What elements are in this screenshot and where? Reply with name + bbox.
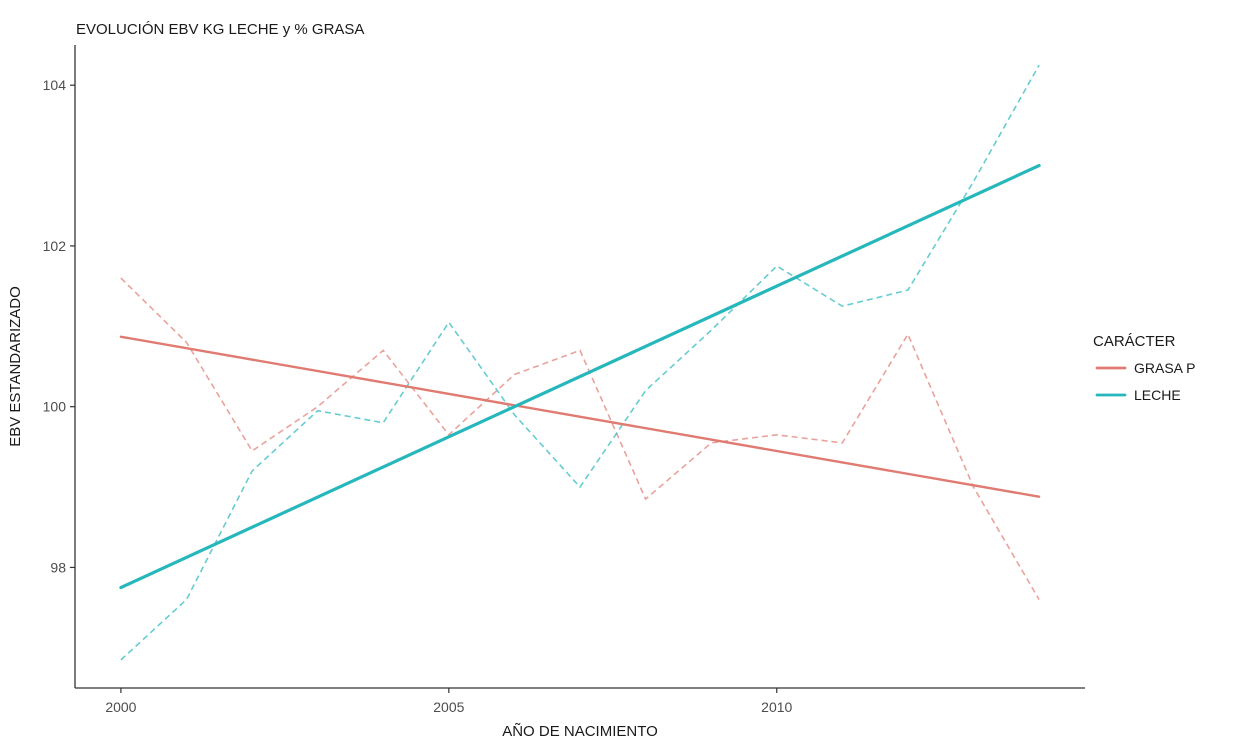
y-tick-label: 104 — [43, 77, 67, 93]
y-tick-label: 100 — [43, 399, 67, 415]
x-tick-label: 2010 — [761, 699, 792, 715]
y-axis-title: EBV ESTANDARIZADO — [7, 286, 24, 447]
plot-area — [119, 64, 1041, 661]
x-axis-ticks: 2000 2005 2010 — [105, 688, 793, 715]
x-tick-label: 2005 — [433, 699, 464, 715]
y-tick-label: 98 — [50, 559, 66, 575]
series-leche-observed-line — [120, 64, 1040, 661]
legend-title: CARÁCTER — [1093, 333, 1176, 350]
series-grasa-p-trend-line — [119, 335, 1041, 498]
y-axis-ticks: 98 100 102 104 — [43, 77, 75, 575]
series-grasa-p-observed-line — [120, 277, 1040, 601]
legend: CARÁCTER GRASA P LECHE — [1093, 333, 1195, 403]
chart-title: EVOLUCIÓN EBV KG LECHE y % GRASA — [76, 21, 364, 38]
x-axis-title: AÑO DE NACIMIENTO — [502, 723, 658, 740]
x-tick-label: 2000 — [105, 699, 136, 715]
series-leche-trend-line — [119, 163, 1041, 590]
legend-label-leche: LECHE — [1134, 387, 1181, 403]
y-tick-label: 102 — [43, 238, 67, 254]
legend-label-grasa-p: GRASA P — [1134, 360, 1195, 376]
